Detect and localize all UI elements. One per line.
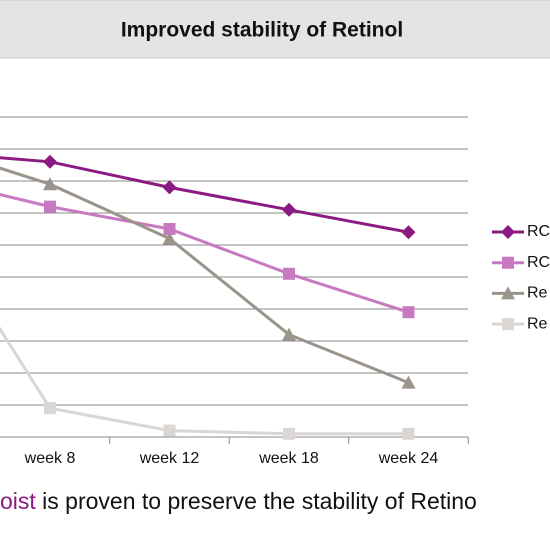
data-point [44, 200, 56, 213]
data-point [401, 225, 416, 240]
data-point [162, 231, 177, 245]
data-point [162, 180, 177, 195]
series-line [0, 156, 409, 234]
data-point [163, 223, 176, 235]
chart-title: Improved stability of Retinol [121, 19, 403, 42]
data-point [163, 424, 176, 437]
data-point [402, 427, 415, 440]
legend-marker [501, 286, 515, 300]
x-tick-label: week 24 [378, 450, 439, 467]
caption: oist is proven to preserve the stability… [0, 488, 477, 514]
data-point [282, 327, 296, 341]
legend-marker [501, 225, 515, 239]
x-tick-label: week 18 [258, 450, 319, 467]
x-tick-label: week 8 [24, 450, 76, 467]
data-point [44, 402, 56, 415]
caption-highlight: oist [0, 488, 36, 514]
legend-marker [502, 256, 514, 269]
legend-label: Re [527, 285, 548, 302]
data-point [402, 306, 415, 319]
x-tick-label: week 12 [139, 450, 200, 467]
data-point [283, 267, 295, 280]
data-point [401, 375, 416, 389]
legend-marker [502, 318, 514, 331]
legend-label: Re [527, 315, 548, 332]
legend-label: RC [527, 254, 550, 271]
title-bar [0, 0, 550, 59]
data-point [282, 202, 296, 217]
data-point [283, 427, 295, 440]
legend-label: RC [527, 223, 550, 240]
series-line [0, 326, 409, 436]
caption-text: is proven to preserve the stability of R… [36, 488, 477, 514]
data-point [43, 154, 57, 169]
data-point [43, 177, 57, 191]
